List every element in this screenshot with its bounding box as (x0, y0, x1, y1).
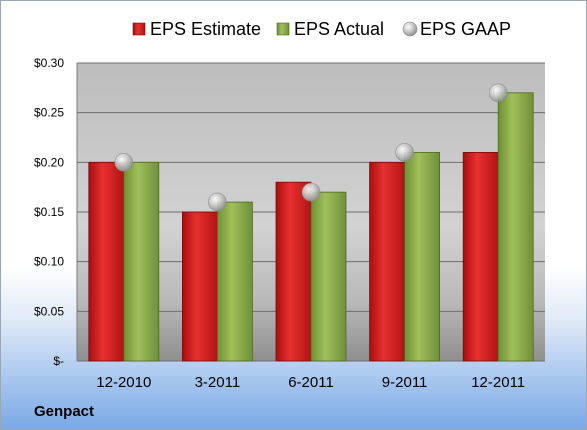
x-category-label: 6-2011 (288, 374, 334, 391)
marker-eps-gaap (114, 153, 134, 172)
y-tick-label: $0.15 (34, 205, 64, 219)
legend-label: EPS Estimate (150, 19, 261, 39)
x-category-label: 12-2011 (471, 374, 525, 391)
x-category-label: 12-2010 (96, 374, 151, 391)
x-category-label: 9-2011 (382, 374, 428, 391)
bar-eps-actual (216, 201, 253, 362)
bar-eps-estimate (462, 151, 499, 362)
legend-swatch-eps-estimate (132, 22, 146, 36)
y-tick-label: $0.20 (34, 155, 64, 169)
marker-eps-gaap (395, 143, 414, 162)
legend-label: EPS GAAP (420, 19, 511, 39)
bar-eps-estimate (369, 161, 406, 362)
legend-label: EPS Actual (294, 19, 384, 39)
bar-eps-estimate (88, 161, 125, 362)
y-tick-label: $0.25 (34, 106, 64, 120)
x-category-label: 3-2011 (195, 374, 241, 391)
marker-eps-gaap (488, 83, 508, 103)
bar-eps-estimate (181, 211, 218, 362)
bar-eps-actual (404, 151, 441, 362)
bar-eps-estimate (275, 181, 312, 362)
y-tick-label: $0.30 (34, 56, 64, 70)
y-tick-label: $0.05 (34, 304, 64, 318)
marker-eps-gaap (301, 182, 321, 202)
marker-eps-gaap (208, 192, 227, 212)
bar-eps-actual (123, 161, 160, 362)
y-tick-label: $- (53, 354, 64, 368)
company-name: Genpact (34, 403, 95, 420)
legend-swatch-eps-gaap (402, 21, 418, 37)
bar-eps-actual (497, 92, 534, 362)
y-tick-label: $0.10 (34, 255, 64, 269)
bar-eps-actual (310, 191, 347, 362)
legend-swatch-eps-actual (276, 22, 290, 36)
